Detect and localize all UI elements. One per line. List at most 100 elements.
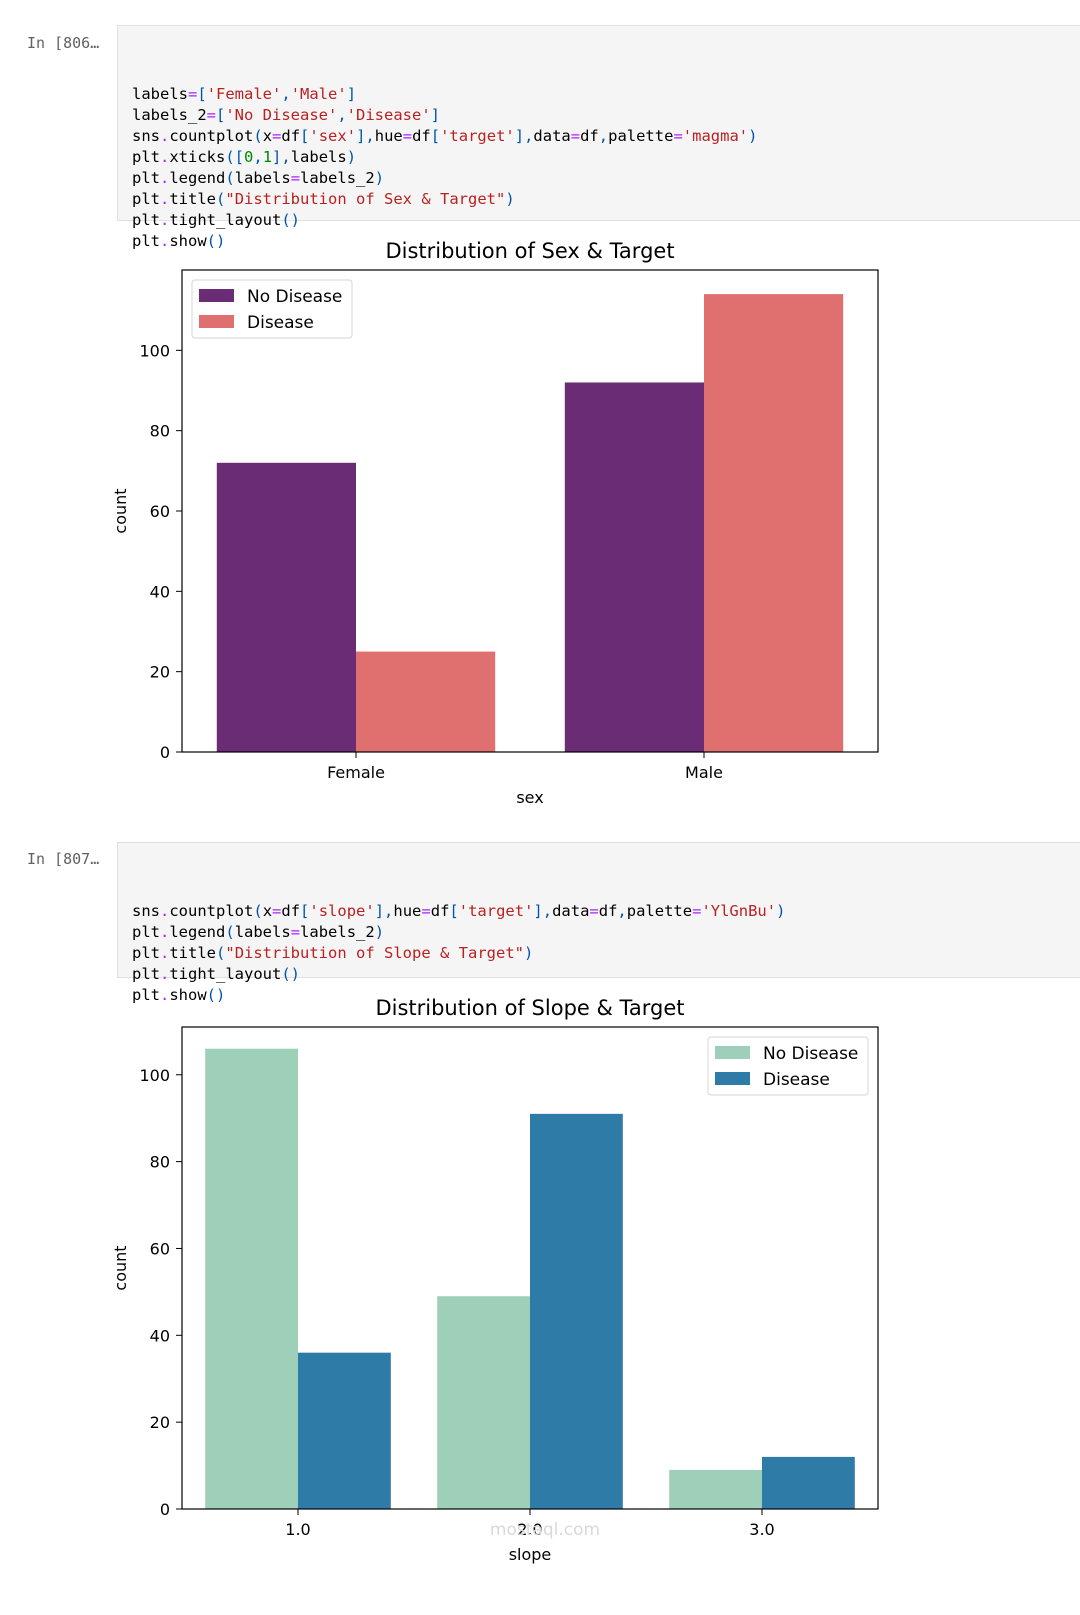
legend-swatch <box>199 289 234 302</box>
code-token: plt <box>132 169 160 187</box>
code-token: df <box>430 902 450 920</box>
code-token: , <box>253 148 263 166</box>
code-token: show <box>169 986 207 1004</box>
watermark: mostaql.com <box>489 1520 601 1540</box>
code-token: 'sex' <box>309 127 357 145</box>
legend-label: No Disease <box>763 1044 858 1064</box>
chart-slope-target-svg: Distribution of Slope & Target 0 20 40 60 80 1… <box>111 996 879 1564</box>
code-token: = <box>692 902 702 920</box>
code-token: palette <box>626 902 693 920</box>
code-token: legend <box>169 923 226 941</box>
code-token: 'magma' <box>682 127 749 145</box>
code-token: 1 <box>262 148 273 166</box>
x-tick-label: Female <box>327 763 385 782</box>
code-line: labels=['Female','Male'] <box>132 84 1068 105</box>
code-token: = <box>206 106 216 124</box>
code-token: plt <box>132 986 160 1004</box>
code-token: = <box>570 127 581 145</box>
chart-slope-target: Distribution of Slope & Target 0 20 40 60 80 1… <box>100 985 900 1574</box>
code-token: 'Disease' <box>346 106 431 124</box>
code-token: . <box>160 232 170 250</box>
code-line: plt.show() <box>132 985 1068 1006</box>
y-tick-label: 20 <box>150 663 170 682</box>
code-token: ) <box>776 902 786 920</box>
code-token: labels <box>132 85 188 103</box>
code-line: plt.legend(labels=labels_2) <box>132 168 1068 189</box>
code-line: plt.tight_layout() <box>132 964 1068 985</box>
code-token: sns <box>132 902 160 920</box>
code-token: plt <box>132 211 160 229</box>
code-token: = <box>421 902 431 920</box>
code-token: title <box>169 944 217 962</box>
code-token: xticks <box>169 148 226 166</box>
code-token: 'Female' <box>206 85 282 103</box>
code-token: df <box>412 127 431 145</box>
y-axis-label: count <box>111 488 130 533</box>
y-tick-label: 60 <box>150 502 170 521</box>
code-token: ], <box>356 127 375 145</box>
bar-disease-1 <box>530 1113 623 1509</box>
code-token: hue <box>374 127 403 145</box>
code-token: ] <box>346 85 357 103</box>
code-token: . <box>160 190 170 208</box>
code-token: ([ <box>225 148 245 166</box>
code-line: plt.xticks([0,1],labels) <box>132 147 1068 168</box>
code-token: . <box>160 127 170 145</box>
code-token: df <box>580 127 599 145</box>
code-token: data <box>533 127 571 145</box>
code-line: plt.legend(labels=labels_2) <box>132 922 1068 943</box>
code-token: 'target' <box>458 902 534 920</box>
legend-swatch <box>199 315 234 328</box>
y-tick-label: 60 <box>150 1239 170 1258</box>
legend-label: Disease <box>247 313 314 333</box>
code-token: ] <box>430 106 441 124</box>
code-cell-input-1[interactable]: labels=['Female','Male'] labels_2=['No Di… <box>117 25 1080 250</box>
code-token: [ <box>430 127 441 145</box>
code-token: . <box>160 148 170 166</box>
bar-disease-1 <box>704 294 844 752</box>
code-token: legend <box>169 169 226 187</box>
code-token: tight_layout <box>169 211 282 229</box>
code-token: . <box>160 902 170 920</box>
code-token: df <box>598 902 618 920</box>
code-token: show <box>169 232 207 250</box>
x-axis-label: slope <box>509 1545 552 1564</box>
code-token: ) <box>748 127 758 145</box>
code-token: = <box>673 127 683 145</box>
legend-swatch <box>715 1072 750 1085</box>
code-token: () <box>206 986 226 1004</box>
code-token: plt <box>132 965 160 983</box>
code-line: sns.countplot(x=df['slope'],hue=df['targ… <box>132 901 1068 922</box>
x-tick-label: 1.0 <box>285 1520 310 1539</box>
code-token: plt <box>132 190 160 208</box>
code-token: x <box>262 902 273 920</box>
code-token: ], <box>533 902 553 920</box>
y-tick-label: 100 <box>139 341 170 360</box>
bar-disease-2 <box>762 1456 855 1509</box>
code-token: [ <box>300 127 310 145</box>
code-token: labels_2 <box>300 169 375 187</box>
bar-disease-0 <box>298 1352 391 1509</box>
cell-prompt-806: In [806… <box>27 34 100 52</box>
code-token: = <box>290 169 301 187</box>
code-cell-input-2[interactable]: sns.countplot(x=df['slope'],hue=df['targ… <box>117 842 1080 1004</box>
code-token: . <box>160 923 170 941</box>
code-line: plt.title("Distribution of Sex & Target"… <box>132 189 1068 210</box>
x-axis-label: sex <box>516 788 543 807</box>
code-token: countplot <box>169 902 254 920</box>
x-tick-label: 3.0 <box>749 1520 774 1539</box>
bar-no-disease-2 <box>669 1469 762 1509</box>
code-token: ], <box>514 127 534 145</box>
code-token: [ <box>449 902 459 920</box>
chart-sex-target: Distribution of Sex & Target 0 20 40 60 80 100… <box>100 228 900 817</box>
code-token: . <box>160 965 170 983</box>
code-token: = <box>589 902 599 920</box>
code-token: labels_2 <box>300 923 375 941</box>
bar-no-disease-1 <box>564 382 704 752</box>
code-token: ) <box>505 190 515 208</box>
code-token: countplot <box>169 127 254 145</box>
code-token: ], <box>374 902 394 920</box>
code-token: plt <box>132 944 160 962</box>
y-tick-label: 40 <box>150 1326 170 1345</box>
y-tick-label: 80 <box>150 1153 170 1172</box>
